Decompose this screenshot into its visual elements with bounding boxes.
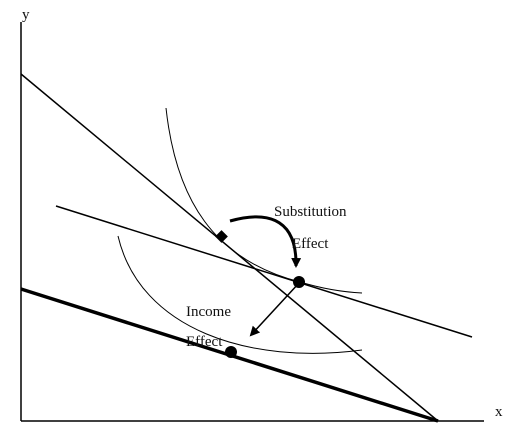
indifference-curve-upper <box>165 107 363 294</box>
y-axis-label: y <box>22 7 30 23</box>
substitution-label: Substitution <box>274 204 347 220</box>
x-axis-label: x <box>495 404 503 420</box>
substitution-point <box>293 276 305 288</box>
income-label: Income <box>186 304 231 320</box>
income-effect-label: Effect <box>186 334 223 350</box>
substitution-effect-label: Effect <box>292 236 329 252</box>
substitution-effect-arrow <box>229 215 302 268</box>
new-optimum-point <box>225 346 237 358</box>
indifference-curve-lower <box>117 235 363 354</box>
original-optimum-point <box>215 230 228 243</box>
compensated-budget-line <box>55 205 473 338</box>
income-effect-arrow <box>249 282 300 337</box>
